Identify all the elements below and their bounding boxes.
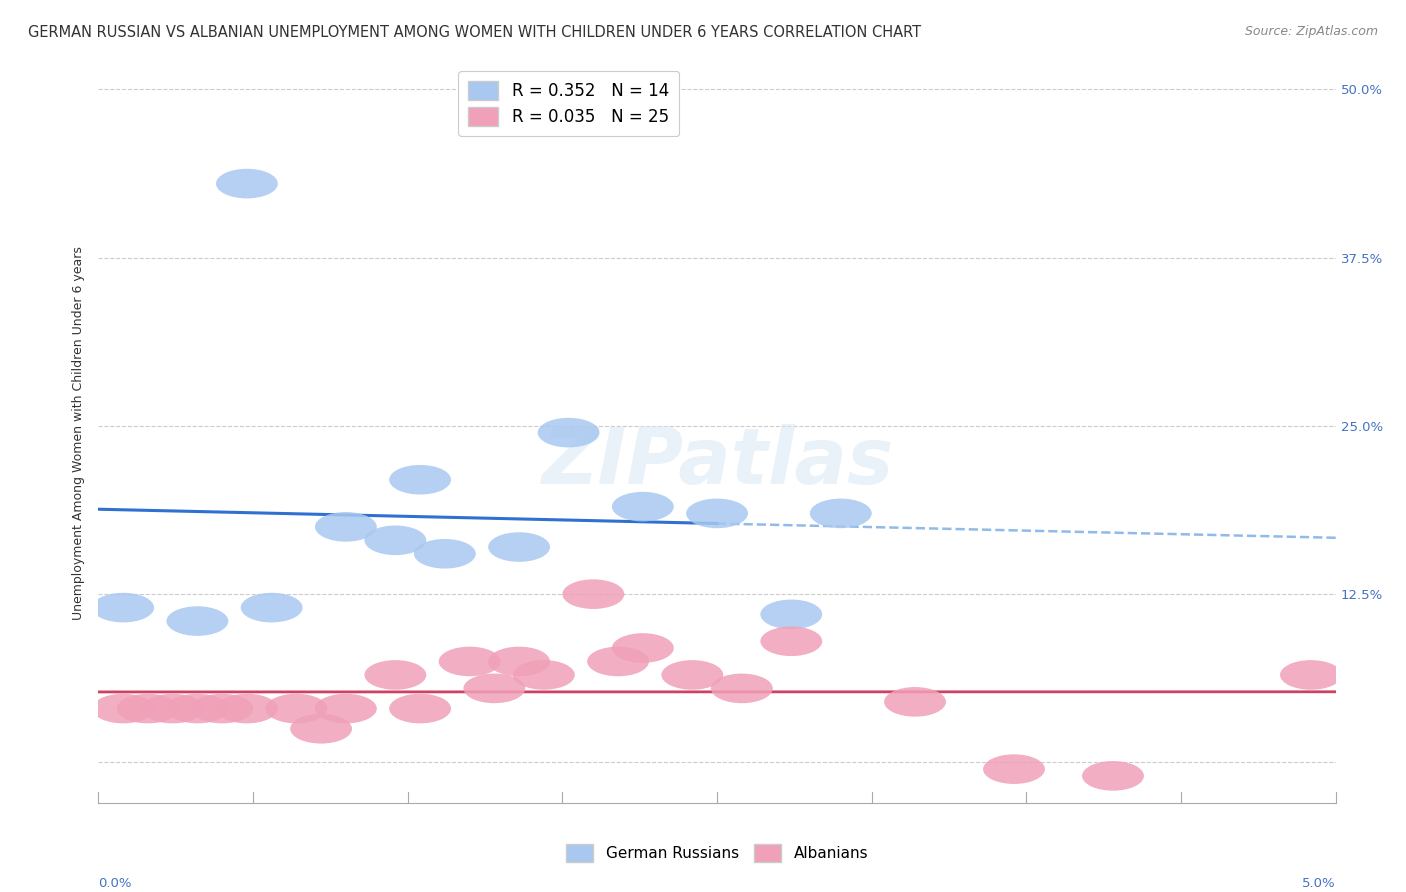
Ellipse shape (217, 169, 278, 198)
Ellipse shape (513, 660, 575, 690)
Ellipse shape (686, 499, 748, 528)
Ellipse shape (884, 687, 946, 716)
Ellipse shape (142, 694, 204, 723)
Ellipse shape (562, 579, 624, 609)
Legend: German Russians, Albanians: German Russians, Albanians (558, 837, 876, 869)
Ellipse shape (612, 491, 673, 522)
Ellipse shape (711, 673, 773, 703)
Ellipse shape (488, 533, 550, 562)
Ellipse shape (191, 694, 253, 723)
Ellipse shape (166, 694, 228, 723)
Ellipse shape (761, 599, 823, 629)
Ellipse shape (1279, 660, 1341, 690)
Ellipse shape (166, 607, 228, 636)
Ellipse shape (117, 694, 179, 723)
Ellipse shape (588, 647, 650, 676)
Text: ZIPatlas: ZIPatlas (541, 425, 893, 500)
Ellipse shape (389, 465, 451, 494)
Ellipse shape (315, 512, 377, 541)
Ellipse shape (364, 660, 426, 690)
Ellipse shape (290, 714, 352, 744)
Ellipse shape (315, 694, 377, 723)
Y-axis label: Unemployment Among Women with Children Under 6 years: Unemployment Among Women with Children U… (72, 245, 86, 620)
Ellipse shape (761, 626, 823, 657)
Ellipse shape (810, 499, 872, 528)
Ellipse shape (266, 694, 328, 723)
Ellipse shape (240, 593, 302, 623)
Ellipse shape (389, 694, 451, 723)
Text: Source: ZipAtlas.com: Source: ZipAtlas.com (1244, 25, 1378, 38)
Ellipse shape (413, 539, 475, 568)
Ellipse shape (661, 660, 723, 690)
Ellipse shape (537, 417, 599, 448)
Ellipse shape (217, 694, 278, 723)
Ellipse shape (612, 633, 673, 663)
Text: 5.0%: 5.0% (1302, 877, 1336, 890)
Ellipse shape (93, 593, 155, 623)
Ellipse shape (464, 673, 526, 703)
Ellipse shape (439, 647, 501, 676)
Ellipse shape (488, 647, 550, 676)
Ellipse shape (364, 525, 426, 555)
Ellipse shape (93, 694, 155, 723)
Text: GERMAN RUSSIAN VS ALBANIAN UNEMPLOYMENT AMONG WOMEN WITH CHILDREN UNDER 6 YEARS : GERMAN RUSSIAN VS ALBANIAN UNEMPLOYMENT … (28, 25, 921, 40)
Ellipse shape (1083, 761, 1144, 790)
Ellipse shape (983, 755, 1045, 784)
Text: 0.0%: 0.0% (98, 877, 132, 890)
